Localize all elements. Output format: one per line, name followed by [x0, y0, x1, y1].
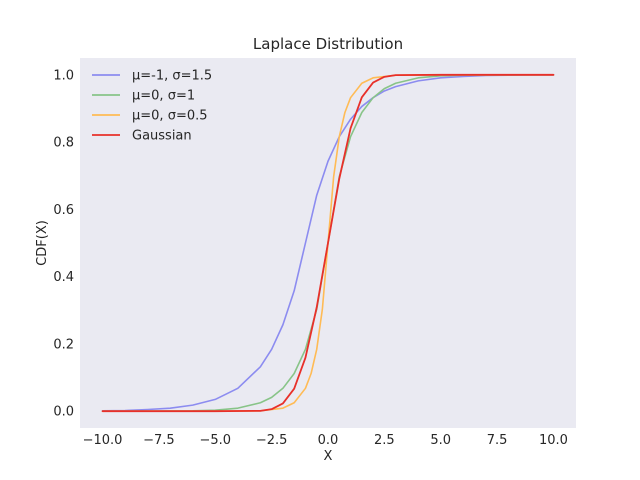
y-tick-label: 0.4 — [53, 270, 74, 285]
x-tick-label: 10.0 — [539, 433, 568, 448]
chart-title: Laplace Distribution — [253, 35, 403, 53]
y-tick-label: 0.0 — [53, 405, 74, 420]
legend-label-0: μ=-1, σ=1.5 — [132, 69, 212, 84]
x-tick-label: −7.5 — [143, 433, 175, 448]
x-axis-label: X — [324, 449, 333, 464]
y-tick-label: 1.0 — [53, 68, 74, 83]
y-axis-label: CDF(X) — [35, 220, 50, 266]
legend-label-1: μ=0, σ=1 — [132, 89, 195, 104]
legend-label-3: Gaussian — [132, 129, 192, 144]
x-tick-label: −5.0 — [199, 433, 231, 448]
y-tick-label: 0.6 — [53, 203, 74, 218]
series-line-3 — [101, 73, 555, 413]
x-tick-label: 7.5 — [487, 433, 508, 448]
series-line-0 — [101, 74, 555, 412]
x-tick-label: 5.0 — [430, 433, 451, 448]
x-tick-label: −10.0 — [83, 433, 123, 448]
y-tick-label: 0.2 — [53, 337, 74, 352]
series-lines — [101, 73, 555, 413]
x-axis-ticks: −10.0 −7.5 −5.0 −2.5 0.0 2.5 5.0 7.5 10.0 — [83, 433, 568, 448]
y-axis-ticks: 0.0 0.2 0.4 0.6 0.8 1.0 — [53, 68, 74, 419]
y-tick-label: 0.8 — [53, 136, 74, 151]
x-tick-label: −2.5 — [256, 433, 288, 448]
x-tick-label: 0.0 — [318, 433, 339, 448]
legend: μ=-1, σ=1.5 μ=0, σ=1 μ=0, σ=0.5 Gaussian — [92, 69, 212, 144]
legend-label-2: μ=0, σ=0.5 — [132, 109, 208, 124]
x-tick-label: 2.5 — [374, 433, 395, 448]
